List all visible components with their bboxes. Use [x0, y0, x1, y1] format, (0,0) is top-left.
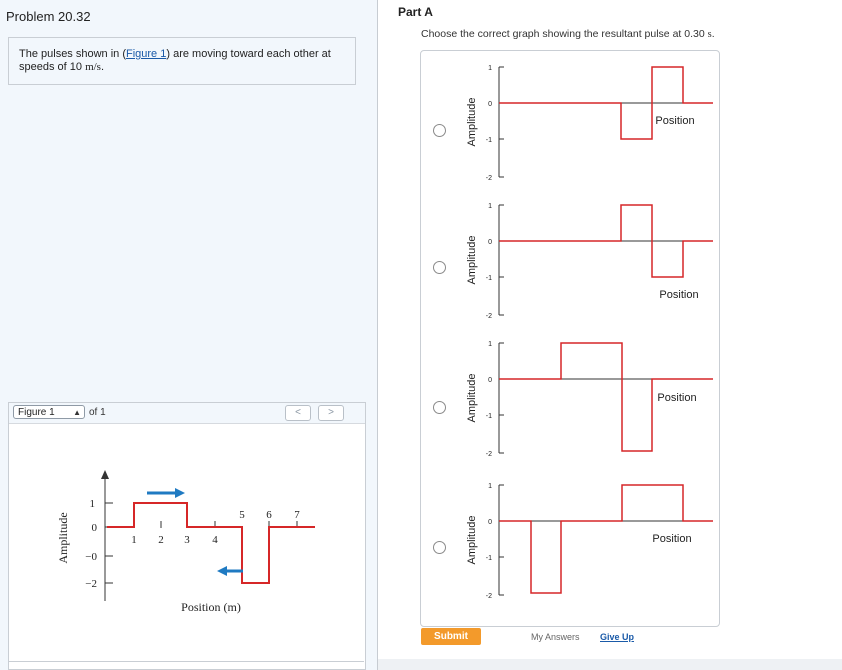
option-1-radio[interactable] — [433, 124, 446, 137]
ytick-label: -1 — [486, 555, 492, 562]
submit-button[interactable]: Submit — [421, 628, 481, 645]
xtick-label: 3 — [184, 534, 190, 546]
figure-selector-value: Figure 1 — [18, 407, 55, 418]
ytick-label: 1 — [90, 498, 96, 510]
ytick-label: -2 — [486, 451, 492, 458]
graph-ylabel: Amplitude — [466, 516, 478, 565]
ytick-label: 0 — [92, 522, 98, 534]
option-2-radio[interactable] — [433, 261, 446, 274]
ytick-label: 1 — [488, 483, 492, 490]
ytick-label: -1 — [486, 137, 492, 144]
graph-ylabel: Amplitude — [466, 98, 478, 147]
ytick-label: -2 — [486, 175, 492, 182]
right-arrowhead-icon — [175, 488, 185, 498]
problem-panel: Problem 20.32 The pulses shown in (Figur… — [0, 0, 378, 670]
ytick-label: 1 — [488, 341, 492, 348]
pulse-waveform — [107, 502, 315, 584]
instruction-text: Choose the correct graph showing the res… — [421, 28, 708, 40]
instruction-period: . — [711, 28, 715, 40]
next-figure-button[interactable]: > — [318, 405, 344, 421]
option-4-radio[interactable] — [433, 541, 446, 554]
ytick-label: -2 — [486, 313, 492, 320]
xtick-label: 4 — [212, 534, 218, 546]
desc-text-2: ) are moving toward each other at speeds… — [19, 48, 331, 73]
ytick-label: 0 — [488, 101, 492, 108]
option-4-graph[interactable]: Amplitude 1 0 -1 -2 Position — [451, 475, 713, 607]
xtick-label: 2 — [158, 534, 164, 546]
figure-link[interactable]: Figure 1 — [126, 48, 167, 60]
figure-count: of 1 — [89, 407, 106, 418]
ytick-label: 0 — [488, 519, 492, 526]
resultant-pulse — [499, 484, 713, 594]
y-axis-arrow-icon — [101, 470, 109, 479]
updown-icon: ▲ — [73, 408, 81, 417]
xtick-label: 7 — [294, 509, 300, 521]
answer-options: Amplitude 1 0 -1 -2 Position Amplitude 1… — [420, 50, 720, 627]
figure-ylabel: Amplitude — [56, 512, 70, 563]
graph-xlabel: Position — [657, 392, 696, 404]
problem-title: Problem 20.32 — [6, 9, 91, 24]
option-2-graph[interactable]: Amplitude 1 0 -1 -2 Position — [451, 195, 713, 327]
instruction: Choose the correct graph showing the res… — [421, 28, 715, 40]
graph-xlabel: Position — [655, 115, 694, 127]
option-3-radio[interactable] — [433, 401, 446, 414]
ytick-label: -2 — [486, 593, 492, 600]
part-label: Part A — [398, 5, 433, 19]
footer-bar — [378, 659, 842, 670]
xtick-label: 5 — [239, 509, 245, 521]
option-1-graph[interactable]: Amplitude 1 0 -1 -2 Position — [451, 57, 713, 189]
resultant-pulse — [499, 66, 713, 140]
speed-unit: m/s — [85, 61, 101, 73]
ytick-label: −2 — [85, 578, 97, 590]
answer-panel: Part A Choose the correct graph showing … — [378, 0, 842, 670]
resultant-pulse — [499, 342, 713, 452]
problem-description: The pulses shown in (Figure 1) are movin… — [8, 37, 356, 85]
ytick-label: 1 — [488, 65, 492, 72]
ytick-label: 0 — [488, 377, 492, 384]
pulse-figure: Amplitude 1 0 −0 −2 1 2 3 4 5 6 7 — [56, 470, 315, 614]
ytick-label: 0 — [488, 239, 492, 246]
panel-bottom-border — [8, 661, 364, 662]
next-icon: > — [328, 407, 334, 418]
ytick-label: −0 — [85, 551, 97, 563]
figure-header: Figure 1 ▲ of 1 < > — [9, 403, 365, 424]
graph-ylabel: Amplitude — [466, 236, 478, 285]
desc-period: . — [100, 61, 105, 73]
graph-xlabel: Position — [652, 533, 691, 545]
figure-xlabel: Position (m) — [181, 600, 241, 614]
graph-ylabel: Amplitude — [466, 374, 478, 423]
prev-figure-button[interactable]: < — [285, 405, 311, 421]
resultant-pulse — [499, 204, 713, 278]
instruction-unit: s — [707, 29, 712, 40]
figure-panel: Figure 1 ▲ of 1 < > Amplitude 1 0 −0 −2 — [8, 402, 366, 670]
ytick-label: -1 — [486, 413, 492, 420]
left-arrowhead-icon — [217, 566, 227, 576]
prev-icon: < — [295, 407, 301, 418]
figure-selector[interactable]: Figure 1 ▲ — [13, 405, 85, 419]
option-3-graph[interactable]: Amplitude 1 0 -1 -2 Position — [451, 333, 713, 465]
graph-xlabel: Position — [659, 289, 698, 301]
ytick-label: 1 — [488, 203, 492, 210]
xtick-label: 1 — [131, 534, 137, 546]
ytick-label: -1 — [486, 275, 492, 282]
give-up-link[interactable]: Give Up — [600, 632, 635, 642]
xtick-label: 6 — [266, 509, 272, 521]
my-answers-link[interactable]: My Answers — [531, 632, 580, 642]
desc-text-1: The pulses shown in ( — [19, 48, 126, 60]
